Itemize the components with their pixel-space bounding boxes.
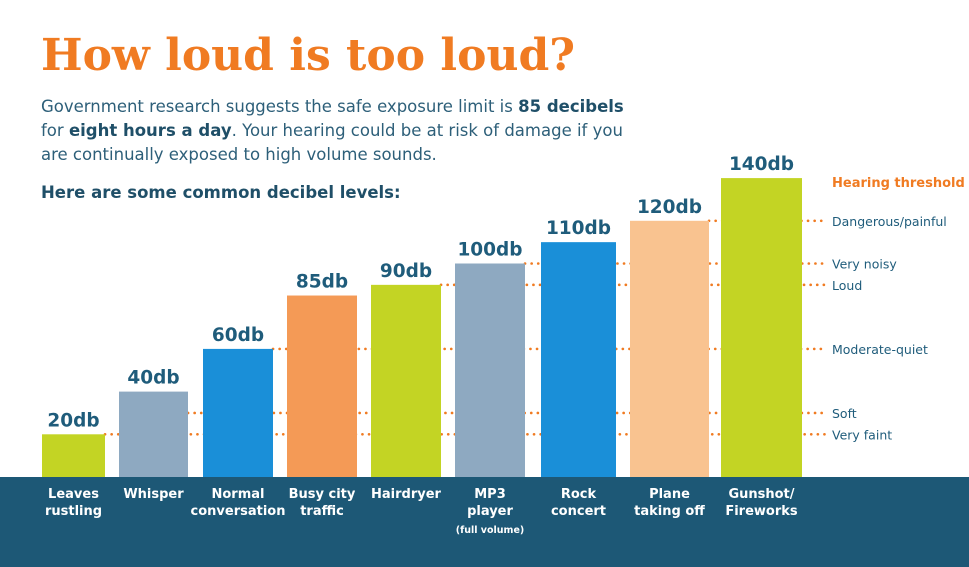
value-label-3: 60db xyxy=(212,325,264,346)
category-label-4-line-1: Busy city xyxy=(289,487,356,502)
category-label-3-line-1: Normal xyxy=(212,487,265,502)
intro-bold-limit: 85 decibels xyxy=(518,97,624,116)
intro-text-1: Government research suggests the safe ex… xyxy=(41,97,519,116)
value-label-8: 120db xyxy=(637,197,702,218)
value-label-5: 90db xyxy=(380,261,432,282)
page-title: How loud is too loud? xyxy=(41,30,575,81)
bar-9 xyxy=(721,178,802,477)
category-label-8-line-2: taking off xyxy=(634,504,705,519)
category-label-7-line-2: concert xyxy=(551,504,606,519)
threshold-label-2: Very noisy xyxy=(832,257,897,272)
threshold-label-6: Very faint xyxy=(832,427,892,442)
value-label-7: 110db xyxy=(546,218,611,239)
bars xyxy=(42,178,802,478)
category-note-6: (full volume) xyxy=(456,525,524,536)
category-label-5-line-1: Hairdryer xyxy=(371,487,442,502)
bar-7 xyxy=(541,242,616,477)
category-label-6-line-1: MP3 xyxy=(474,487,506,502)
category-label-9-line-2: Fireworks xyxy=(725,504,798,519)
intro-paragraph: Government research suggests the safe ex… xyxy=(41,95,641,167)
category-label-1-line-2: rustling xyxy=(45,504,102,519)
value-label-2: 40db xyxy=(127,368,179,389)
category-label-2-line-1: Whisper xyxy=(123,487,184,502)
intro-text-3: . Your hearing could be at risk of damag… xyxy=(41,121,623,164)
threshold-label-4: Moderate-quiet xyxy=(832,342,928,357)
threshold-label-3: Loud xyxy=(832,278,862,293)
category-label-8-line-1: Plane xyxy=(649,487,690,502)
category-label-6-line-2: player xyxy=(467,504,513,519)
value-label-1: 20db xyxy=(47,410,99,431)
category-label-3-line-2: conversation xyxy=(191,504,286,519)
bar-2 xyxy=(119,391,188,477)
category-footer-band xyxy=(0,477,969,567)
threshold-label-1: Dangerous/painful xyxy=(832,214,947,229)
bar-3 xyxy=(203,348,273,477)
bar-8 xyxy=(630,220,709,478)
intro-text-2: for xyxy=(41,121,69,140)
bar-6 xyxy=(455,263,525,477)
hearing-threshold-title: Hearing threshold xyxy=(832,176,965,191)
bar-5 xyxy=(371,284,441,477)
bar-1 xyxy=(42,434,105,477)
category-label-1-line-1: Leaves xyxy=(48,487,99,502)
bar-4 xyxy=(287,295,357,477)
value-label-6: 100db xyxy=(457,240,522,261)
category-label-9-line-1: Gunshot/ xyxy=(728,487,794,502)
intro-bold-duration: eight hours a day xyxy=(68,121,232,140)
value-label-9: 140db xyxy=(729,154,794,175)
section-subhead: Here are some common decibel levels: xyxy=(41,183,401,202)
category-label-7-line-1: Rock xyxy=(561,487,597,502)
category-label-4-line-2: traffic xyxy=(300,504,344,519)
threshold-label-5: Soft xyxy=(832,406,857,421)
labels: Dangerous/painful Very noisy Loud Moderate-… xyxy=(45,154,947,536)
value-label-4: 85db xyxy=(296,272,348,293)
